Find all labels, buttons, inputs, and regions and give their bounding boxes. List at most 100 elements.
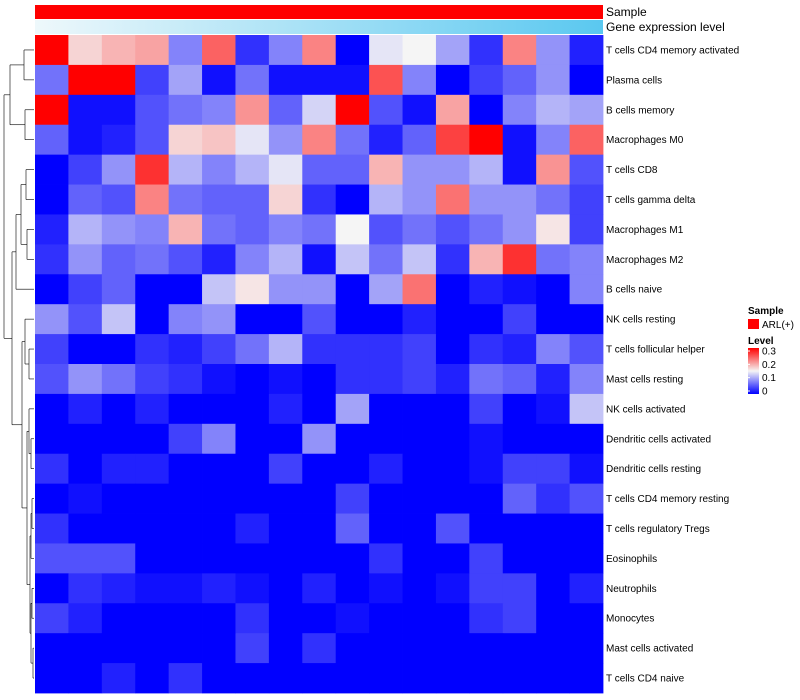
heatmap-cell [235,304,270,335]
heatmap-cell [402,603,437,634]
heatmap-cell [168,184,203,215]
heatmap-cell [202,364,236,395]
heatmap-cell [35,64,69,96]
heatmap-cell [369,154,403,185]
row-label: Macrophages M0 [606,135,684,146]
heatmap-cell [569,633,604,664]
row-label: Eosinophils [606,554,657,565]
heatmap-cell [502,423,537,455]
heatmap-cell [469,423,504,455]
heatmap-cell [402,633,437,664]
heatmap-cell [101,543,136,574]
heatmap-cell [536,364,570,395]
heatmap-cell [435,603,470,634]
row-label: T cells regulatory Tregs [606,524,710,535]
heatmap-cell [502,573,537,604]
heatmap-cell [202,453,236,485]
heatmap-cell [302,244,337,275]
heatmap-cell [235,423,270,455]
row-label: B cells naive [606,285,663,296]
heatmap-cell [502,393,537,425]
heatmap-cell [168,364,203,395]
heatmap-cell [569,94,604,126]
heatmap-cell [369,423,403,455]
heatmap-cell [402,334,437,365]
heatmap-cell [135,35,170,66]
legend-sample-entry: ARL(+) [762,320,794,331]
heatmap-cell [536,274,570,305]
heatmap-cell [569,573,604,604]
heatmap-cell [168,35,203,66]
heatmap-cell [569,453,604,485]
heatmap-cell [268,453,303,485]
heatmap-cell [502,64,537,96]
heatmap-cell [536,573,570,604]
heatmap-cell [202,513,236,544]
heatmap-cell [35,513,69,544]
heatmap-cell [435,453,470,485]
row-label: T cells CD8 [606,165,658,176]
heatmap-cell [135,214,170,245]
heatmap-cell [68,35,103,66]
heatmap-cell [302,603,337,634]
heatmap-cell [536,94,570,126]
heatmap-cell [302,453,337,485]
heatmap-cell [569,663,604,694]
heatmap-cell [235,543,270,574]
row-label: T cells gamma delta [606,195,696,206]
heatmap-cell [502,364,537,395]
row-dendrogram [3,49,34,679]
heatmap-cell [569,393,604,425]
heatmap-cell [502,334,537,365]
heatmap-cell [402,184,437,215]
heatmap-cell [569,603,604,634]
legend-tick-label: 0.3 [762,347,776,358]
heatmap-cell [469,274,504,305]
heatmap-cell [369,274,403,305]
heatmap-cells [35,35,604,694]
heatmap-cell [435,64,470,96]
heatmap-cell [101,364,136,395]
heatmap-cell [35,453,69,485]
row-label: Mast cells activated [606,644,693,655]
heatmap-cell [435,94,470,126]
heatmap-cell [68,423,103,455]
heatmap-cell [202,304,236,335]
heatmap-cell [569,513,604,544]
heatmap-cell [268,154,303,185]
heatmap-cell [335,573,370,604]
heatmap-cell [235,573,270,604]
heatmap-cell [402,393,437,425]
heatmap-cell [168,543,203,574]
heatmap-cell [168,274,203,305]
heatmap-cell [135,244,170,275]
legend-tick-label: 0.2 [762,360,776,371]
heatmap-cell [302,573,337,604]
heatmap-cell [335,244,370,275]
heatmap-cell [268,35,303,66]
heatmap-cell [402,304,437,335]
heatmap-cell [569,244,604,275]
heatmap-cell [135,483,170,514]
heatmap-cell [168,64,203,96]
heatmap-cell [402,124,437,156]
legend-tick-label: 0.1 [762,373,776,384]
heatmap-cell [369,124,403,156]
heatmap-cell [335,663,370,694]
heatmap-cell [168,513,203,544]
heatmap-cell [536,214,570,245]
heatmap-cell [569,334,604,365]
heatmap-cell [335,124,370,156]
gene-expression-track-label: Gene expression level [606,20,725,34]
heatmap-cell [502,453,537,485]
heatmap-cell [469,364,504,395]
heatmap-cell [135,94,170,126]
heatmap-cell [536,244,570,275]
heatmap-cell [469,603,504,634]
heatmap-cell [68,513,103,544]
sample-track-label: Sample [606,5,647,19]
heatmap-cell [302,334,337,365]
heatmap-cell [335,184,370,215]
row-label: Macrophages M1 [606,225,684,236]
